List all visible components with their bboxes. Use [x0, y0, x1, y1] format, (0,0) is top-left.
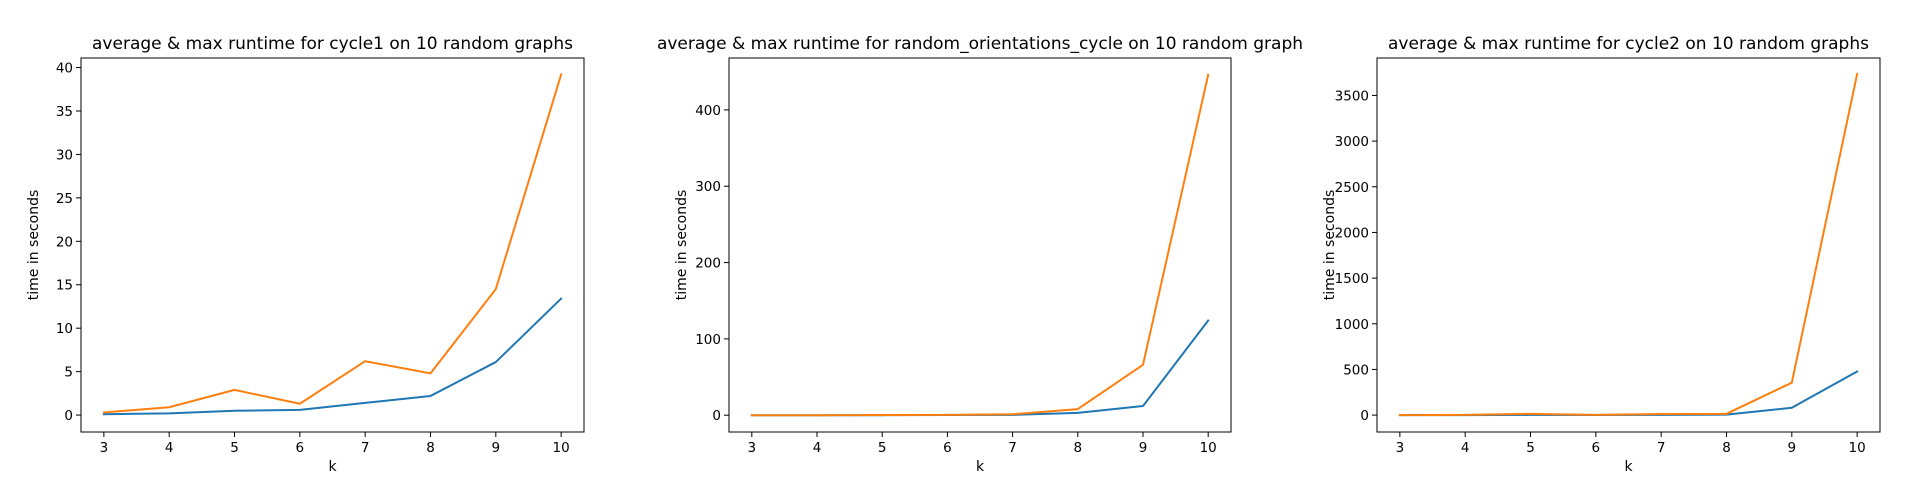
y-tick-label: 200 — [695, 256, 721, 272]
x-tick-label: 5 — [230, 440, 239, 456]
y-tick-label: 300 — [695, 179, 721, 195]
chart-1: average & max runtime for cycle1 on 10 r… — [26, 34, 585, 475]
y-tick-label: 10 — [56, 321, 73, 337]
y-tick-label: 1000 — [1335, 317, 1369, 333]
y-tick-label: 3000 — [1335, 134, 1369, 150]
chart-2: average & max runtime for random_orienta… — [657, 34, 1303, 475]
y-tick-label: 0 — [1360, 408, 1369, 424]
x-tick-label: 3 — [1396, 440, 1405, 456]
x-tick-label: 4 — [813, 440, 822, 456]
y-axis-label: time in seconds — [1322, 190, 1338, 301]
max-runtime-line — [1398, 72, 1859, 417]
average-runtime-line — [1398, 370, 1859, 417]
plot-frame — [80, 57, 585, 433]
plot-frame — [1376, 57, 1881, 433]
x-tick-label: 4 — [1461, 440, 1470, 456]
x-tick-label: 3 — [748, 440, 757, 456]
chart-title: average & max runtime for random_orienta… — [657, 34, 1303, 54]
x-tick-label: 9 — [1788, 440, 1797, 456]
x-tick-label: 4 — [165, 440, 174, 456]
y-tick-label: 0 — [64, 408, 73, 424]
x-tick-label: 5 — [1526, 440, 1535, 456]
x-tick-label: 8 — [1073, 440, 1082, 456]
x-tick-label: 5 — [878, 440, 887, 456]
x-tick-label: 7 — [1657, 440, 1666, 456]
x-tick-label: 3 — [100, 440, 109, 456]
y-tick-label: 1500 — [1335, 271, 1369, 287]
x-tick-label: 8 — [1722, 440, 1731, 456]
x-tick-label: 9 — [492, 440, 501, 456]
x-tick-label: 6 — [943, 440, 952, 456]
y-tick-label: 500 — [1343, 362, 1369, 378]
y-tick-label: 2000 — [1335, 225, 1369, 241]
y-axis-label: time in seconds — [26, 190, 42, 301]
y-axis-label: time in seconds — [674, 190, 690, 301]
max-runtime-line — [750, 73, 1210, 417]
y-tick-label: 100 — [695, 332, 721, 348]
y-tick-label: 15 — [56, 278, 73, 294]
x-axis-label: k — [976, 459, 985, 475]
x-tick-label: 7 — [361, 440, 370, 456]
chart-3: average & max runtime for cycle2 on 10 r… — [1322, 34, 1881, 475]
y-tick-label: 2500 — [1335, 180, 1369, 196]
x-tick-label: 10 — [553, 440, 570, 456]
chart-title: average & max runtime for cycle2 on 10 r… — [1388, 34, 1869, 54]
y-tick-label: 40 — [56, 61, 73, 77]
x-tick-label: 10 — [1849, 440, 1866, 456]
y-tick-label: 25 — [56, 191, 73, 207]
y-tick-label: 35 — [56, 104, 73, 120]
x-tick-label: 6 — [1592, 440, 1601, 456]
average-runtime-line — [102, 297, 563, 416]
x-tick-label: 10 — [1200, 440, 1217, 456]
y-tick-label: 30 — [56, 147, 73, 163]
x-tick-label: 7 — [1008, 440, 1017, 456]
x-tick-label: 8 — [426, 440, 435, 456]
y-tick-label: 400 — [695, 103, 721, 119]
y-tick-label: 3500 — [1335, 88, 1369, 104]
y-tick-label: 20 — [56, 234, 73, 250]
x-axis-label: k — [328, 459, 337, 475]
y-tick-label: 0 — [712, 408, 721, 424]
max-runtime-line — [102, 73, 563, 414]
plot-frame — [728, 57, 1232, 433]
y-tick-label: 5 — [64, 365, 73, 381]
chart-title: average & max runtime for cycle1 on 10 r… — [92, 34, 573, 54]
x-tick-label: 9 — [1139, 440, 1148, 456]
x-tick-label: 6 — [296, 440, 305, 456]
x-axis-label: k — [1624, 459, 1633, 475]
